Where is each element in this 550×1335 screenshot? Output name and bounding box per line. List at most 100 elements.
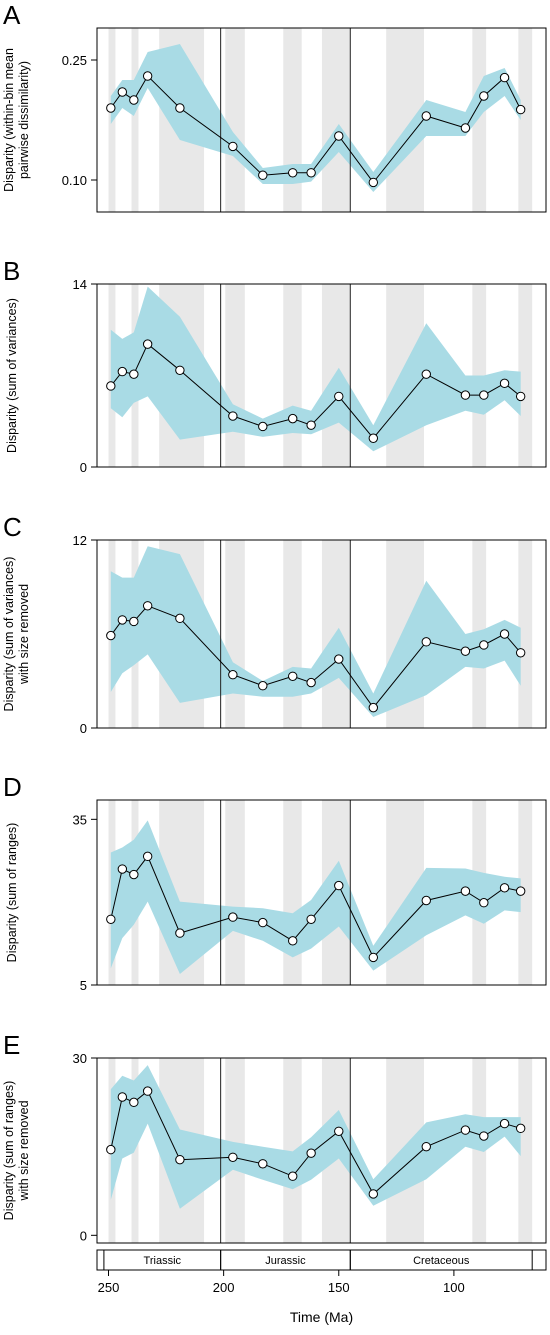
y-axis-label: Disparity (sum of ranges) xyxy=(5,823,19,963)
panel-letter: E xyxy=(3,1030,20,1060)
stage-band xyxy=(518,800,533,985)
period-strip: Triassic Jurassic Cretaceous xyxy=(96,1249,547,1271)
period-label-jurassic: Jurassic xyxy=(265,1255,306,1267)
stage-band xyxy=(321,28,351,212)
stage-band xyxy=(518,540,533,728)
data-point xyxy=(288,936,298,946)
data-point xyxy=(228,670,238,680)
data-point xyxy=(117,366,128,377)
x-tick-label: 150 xyxy=(328,1280,350,1295)
data-point xyxy=(142,1086,153,1096)
data-point xyxy=(499,883,510,893)
data-point xyxy=(515,886,526,896)
data-point xyxy=(368,177,379,188)
stage-band xyxy=(283,1058,302,1243)
data-point xyxy=(106,630,116,641)
y-axis-label: with size removed xyxy=(17,1100,31,1201)
data-point xyxy=(288,671,298,681)
data-point xyxy=(175,103,185,113)
data-point xyxy=(228,411,238,421)
x-axis-label: Time (Ma) xyxy=(290,1309,353,1325)
panel-letter: B xyxy=(3,256,20,286)
data-point xyxy=(142,601,153,611)
data-point xyxy=(460,390,471,400)
data-point xyxy=(460,886,471,896)
data-point xyxy=(368,952,379,963)
data-point xyxy=(368,702,379,713)
confidence-ribbon xyxy=(110,44,521,192)
data-point xyxy=(306,914,316,924)
data-point xyxy=(421,895,431,906)
data-point xyxy=(142,851,153,862)
period-strip-frame xyxy=(96,1249,547,1271)
stage-band xyxy=(131,1058,139,1243)
data-point xyxy=(175,1154,185,1165)
data-point xyxy=(479,1131,489,1141)
data-point xyxy=(142,71,153,81)
data-point xyxy=(228,912,238,922)
y-tick-label: 0 xyxy=(80,1228,87,1243)
series-line xyxy=(110,343,522,439)
data-point xyxy=(117,864,128,874)
data-point xyxy=(258,170,268,180)
y-tick-label: 0 xyxy=(80,460,87,475)
data-point xyxy=(515,648,526,658)
data-point xyxy=(421,637,431,647)
stage-band xyxy=(225,284,245,467)
data-point xyxy=(129,369,139,379)
plot-frame xyxy=(96,799,547,986)
y-axis-label: with size removed xyxy=(17,584,31,685)
data-point xyxy=(421,111,431,121)
series-line xyxy=(110,75,522,184)
data-point xyxy=(175,928,185,938)
series-line xyxy=(110,605,522,709)
confidence-ribbon xyxy=(110,546,521,717)
chart-panel-b: 0 14 Disparity (sum of variances) B xyxy=(3,256,547,475)
stage-band xyxy=(472,28,487,212)
plot-frame xyxy=(96,283,547,468)
y-tick-label: 5 xyxy=(80,978,87,993)
data-point xyxy=(175,365,185,375)
stage-band xyxy=(131,28,139,212)
data-point xyxy=(228,141,238,152)
y-tick-label: 0.10 xyxy=(62,173,87,188)
data-point xyxy=(306,168,316,178)
data-point xyxy=(228,1152,238,1162)
data-point xyxy=(306,1148,316,1158)
stage-band xyxy=(225,800,245,985)
data-point xyxy=(334,131,344,141)
data-point xyxy=(421,1141,431,1152)
data-point xyxy=(106,103,116,113)
chart-panel-e: 0 30 Disparity (sum of ranges) with size re… xyxy=(2,1030,547,1244)
period-label-triassic: Triassic xyxy=(144,1255,182,1267)
y-axis-label: Disparity (sum of variances) xyxy=(2,557,16,712)
data-point xyxy=(421,369,431,379)
data-point xyxy=(258,1159,268,1169)
x-tick-label: 200 xyxy=(213,1280,235,1295)
data-point xyxy=(479,91,489,101)
y-axis-label: Disparity (sum of ranges) xyxy=(2,1081,16,1221)
data-point xyxy=(515,104,526,115)
data-point xyxy=(106,914,116,924)
y-tick-label: 0 xyxy=(80,721,87,736)
y-tick-label: 12 xyxy=(73,533,87,548)
data-point xyxy=(515,1123,526,1134)
data-point xyxy=(499,378,510,389)
period-label-cretaceous: Cretaceous xyxy=(413,1255,470,1267)
data-point xyxy=(106,1144,116,1155)
data-point xyxy=(479,640,489,650)
data-point xyxy=(479,898,489,908)
data-point xyxy=(460,123,471,133)
data-point xyxy=(288,1171,298,1181)
data-point xyxy=(117,1092,128,1102)
chart-panel-a: 0.10 0.25 Disparity (within-bin mean pairwi… xyxy=(2,0,547,213)
data-point xyxy=(499,72,510,83)
data-point xyxy=(306,420,316,430)
stage-band xyxy=(518,28,533,212)
panel-letter: C xyxy=(3,512,22,542)
data-point xyxy=(334,880,344,891)
y-tick-label: 0.25 xyxy=(62,53,87,68)
chart-panel-c: 0 12 Disparity (sum of variances) with size… xyxy=(2,512,547,736)
data-point xyxy=(129,616,139,627)
